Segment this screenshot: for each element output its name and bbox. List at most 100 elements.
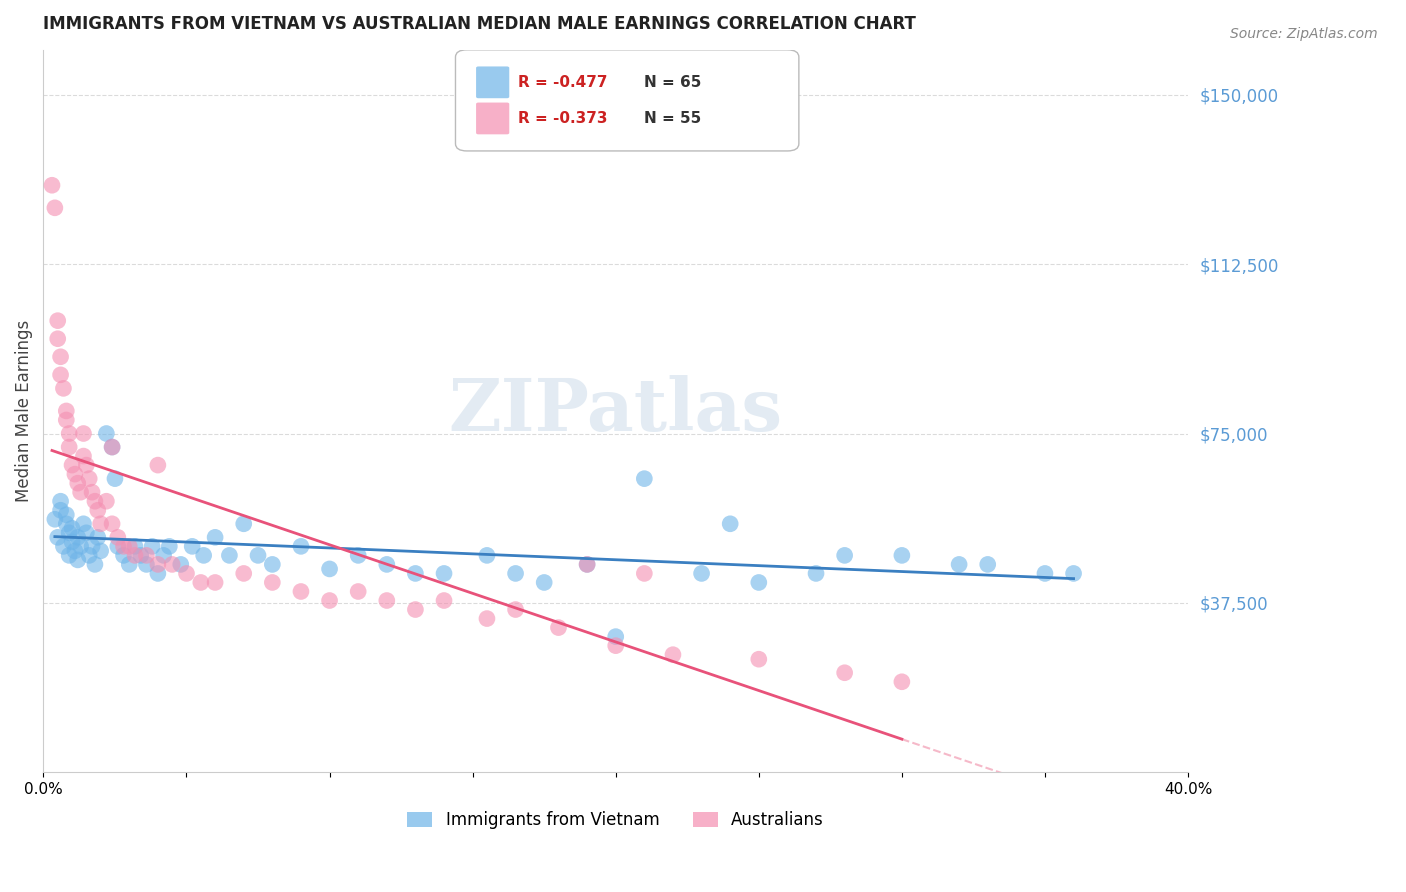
- Point: [49, 368, 72, 382]
- Point: [433, 593, 456, 607]
- Point: [347, 549, 370, 563]
- Text: Source: ZipAtlas.com: Source: ZipAtlas.com: [1230, 27, 1378, 41]
- Point: [107, 540, 129, 554]
- Point: [118, 540, 141, 554]
- Point: [49, 503, 72, 517]
- Point: [146, 558, 169, 572]
- Text: N = 55: N = 55: [644, 111, 702, 126]
- Point: [193, 549, 215, 563]
- Point: [318, 562, 340, 576]
- Point: [124, 540, 146, 554]
- Point: [605, 630, 627, 644]
- Point: [60, 458, 83, 472]
- Point: [55, 516, 77, 531]
- Text: R = -0.477: R = -0.477: [519, 75, 607, 90]
- Point: [90, 516, 112, 531]
- Point: [1033, 566, 1056, 581]
- Point: [112, 540, 135, 554]
- Point: [90, 544, 112, 558]
- Point: [60, 521, 83, 535]
- Point: [80, 540, 103, 554]
- Point: [52, 381, 75, 395]
- Point: [96, 426, 118, 441]
- FancyBboxPatch shape: [477, 103, 509, 135]
- Point: [890, 674, 912, 689]
- Point: [218, 549, 240, 563]
- Point: [96, 494, 118, 508]
- Point: [77, 472, 100, 486]
- Point: [69, 485, 91, 500]
- Point: [84, 558, 107, 572]
- Point: [262, 575, 284, 590]
- Text: ZIPatlas: ZIPatlas: [449, 376, 783, 446]
- Point: [290, 584, 312, 599]
- Point: [46, 332, 69, 346]
- Point: [104, 472, 127, 486]
- Point: [475, 549, 498, 563]
- Point: [804, 566, 827, 581]
- Point: [72, 426, 94, 441]
- Point: [232, 566, 254, 581]
- Point: [718, 516, 741, 531]
- Point: [46, 530, 69, 544]
- Point: [633, 566, 655, 581]
- Point: [576, 558, 599, 572]
- Point: [748, 575, 770, 590]
- Point: [124, 549, 146, 563]
- Point: [107, 530, 129, 544]
- FancyBboxPatch shape: [456, 50, 799, 151]
- Point: [101, 440, 124, 454]
- FancyBboxPatch shape: [477, 66, 509, 98]
- Point: [290, 540, 312, 554]
- Point: [118, 558, 141, 572]
- Point: [181, 540, 204, 554]
- Point: [44, 201, 66, 215]
- Point: [141, 540, 163, 554]
- Point: [690, 566, 713, 581]
- Point: [977, 558, 1000, 572]
- Point: [84, 494, 107, 508]
- Point: [112, 549, 135, 563]
- Point: [605, 639, 627, 653]
- Point: [52, 540, 75, 554]
- Point: [505, 566, 527, 581]
- Point: [890, 549, 912, 563]
- Point: [75, 458, 97, 472]
- Point: [66, 530, 89, 544]
- Point: [87, 530, 110, 544]
- Point: [44, 512, 66, 526]
- Point: [101, 516, 124, 531]
- Point: [77, 549, 100, 563]
- Point: [58, 525, 80, 540]
- Point: [72, 449, 94, 463]
- Legend: Immigrants from Vietnam, Australians: Immigrants from Vietnam, Australians: [401, 805, 831, 836]
- Point: [404, 566, 426, 581]
- Point: [247, 549, 270, 563]
- Point: [129, 549, 152, 563]
- Point: [834, 549, 856, 563]
- Text: N = 65: N = 65: [644, 75, 702, 90]
- Point: [66, 553, 89, 567]
- Point: [49, 350, 72, 364]
- Point: [69, 540, 91, 554]
- Point: [146, 458, 169, 472]
- Point: [748, 652, 770, 666]
- Point: [375, 558, 398, 572]
- Point: [72, 516, 94, 531]
- Point: [46, 313, 69, 327]
- Point: [204, 530, 226, 544]
- Point: [948, 558, 970, 572]
- Point: [75, 525, 97, 540]
- Point: [475, 611, 498, 625]
- Point: [547, 621, 569, 635]
- Point: [49, 494, 72, 508]
- Point: [55, 508, 77, 522]
- Point: [176, 566, 198, 581]
- Point: [157, 540, 180, 554]
- Point: [1063, 566, 1085, 581]
- Point: [101, 440, 124, 454]
- Point: [58, 426, 80, 441]
- Point: [834, 665, 856, 680]
- Point: [232, 516, 254, 531]
- Point: [146, 566, 169, 581]
